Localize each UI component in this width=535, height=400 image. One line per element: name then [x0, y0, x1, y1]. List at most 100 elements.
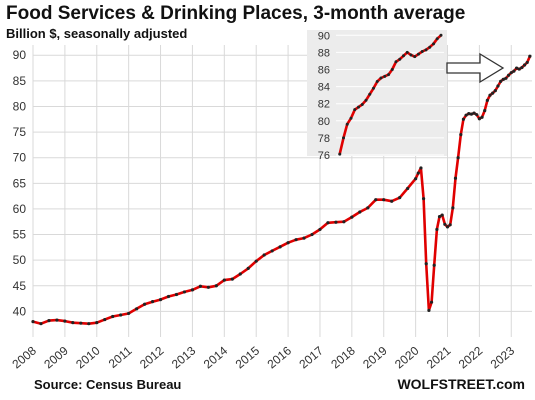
data-point — [469, 112, 474, 116]
x-tick-label: 2009 — [41, 343, 71, 371]
y-tick-label: 85 — [13, 74, 27, 88]
x-tick-label: 2019 — [360, 343, 390, 371]
data-point — [488, 93, 492, 97]
source-note: Source: Census Bureau — [34, 377, 181, 392]
data-point — [278, 245, 282, 249]
data-point — [119, 313, 123, 317]
y-tick-label: 60 — [13, 202, 27, 216]
data-point — [158, 298, 163, 302]
data-point — [374, 198, 378, 202]
arrow-icon — [446, 52, 505, 84]
chart-title: Food Services & Drinking Places, 3-month… — [6, 3, 465, 24]
inset-series-line — [338, 33, 443, 156]
data-point — [326, 221, 330, 225]
data-point — [135, 307, 139, 311]
data-point — [174, 292, 179, 297]
x-tick-label: 2012 — [137, 343, 167, 371]
inset-data-point — [379, 76, 383, 80]
data-point — [230, 277, 234, 281]
data-point — [55, 318, 59, 322]
inset-data-point — [338, 152, 342, 156]
data-point — [467, 112, 471, 116]
data-point — [334, 220, 338, 224]
inset-data-point — [390, 67, 394, 71]
data-point — [448, 223, 452, 227]
gridlines — [32, 45, 532, 337]
inset-tick-label: 80 — [318, 116, 330, 128]
y-tick-label: 50 — [13, 253, 27, 267]
inset-data-point — [413, 55, 417, 59]
data-point — [480, 115, 484, 119]
data-point — [214, 284, 218, 288]
data-point — [103, 317, 107, 322]
data-point — [517, 67, 521, 71]
data-point — [522, 63, 527, 67]
data-point — [496, 84, 500, 88]
inset-tick-label: 88 — [318, 47, 330, 59]
data-point — [390, 199, 394, 203]
inset-data-point — [394, 60, 398, 64]
data-point — [504, 76, 508, 80]
data-point — [520, 65, 524, 70]
inset-tick-label: 82 — [318, 99, 330, 111]
inset-data-point — [432, 42, 436, 46]
data-point — [350, 215, 354, 219]
x-axis-ticks: 2008 2009 2010 2011 2012 2013 2014 2015 2016 2017… — [9, 343, 517, 371]
data-point — [79, 321, 83, 325]
data-point — [39, 322, 43, 326]
data-point — [366, 206, 370, 210]
data-point — [512, 69, 516, 73]
data-point — [182, 290, 187, 294]
x-tick-label: 2015 — [233, 343, 263, 371]
inset-data-point — [435, 37, 439, 41]
data-point — [419, 166, 423, 170]
data-point — [427, 308, 431, 312]
data-point — [435, 227, 439, 232]
y-tick-label: 90 — [13, 48, 27, 62]
inset-data-point — [349, 116, 353, 120]
inset-data-point — [428, 45, 432, 49]
data-point — [416, 171, 420, 175]
x-tick-label: 2021 — [424, 343, 454, 371]
data-point — [461, 117, 466, 121]
x-tick-label: 2013 — [169, 343, 199, 371]
x-tick-label: 2017 — [296, 343, 326, 371]
data-point — [270, 249, 274, 253]
inset-data-point — [424, 48, 428, 52]
inset-data-point — [360, 103, 364, 107]
inset-data-point — [371, 86, 375, 90]
x-tick-label: 2022 — [456, 343, 486, 371]
data-point — [525, 60, 529, 65]
inset-data-point — [375, 79, 379, 83]
data-point — [398, 196, 402, 200]
data-point — [472, 111, 476, 115]
x-tick-label: 2023 — [488, 343, 518, 371]
data-point — [445, 225, 450, 229]
data-point — [509, 71, 513, 75]
data-point — [342, 220, 346, 224]
data-point — [514, 66, 519, 70]
data-point — [440, 213, 444, 217]
data-point — [477, 117, 481, 121]
data-point — [437, 215, 442, 219]
inset-data-point — [342, 136, 346, 140]
data-point — [453, 176, 458, 180]
data-point — [451, 206, 455, 210]
data-point — [262, 253, 266, 257]
data-point — [254, 259, 258, 263]
data-point — [206, 285, 210, 289]
x-tick-label: 2020 — [392, 343, 422, 371]
brand-label: WOLFSTREET.com — [397, 376, 525, 392]
y-tick-label: 45 — [13, 279, 27, 293]
data-point — [358, 210, 362, 214]
inset-data-point — [353, 108, 357, 112]
y-axis-ticks: 40 45 50 55 60 65 70 75 80 85 90 — [13, 48, 27, 318]
y-tick-label: 55 — [13, 228, 27, 242]
data-point — [302, 236, 306, 240]
inset-data-point — [439, 33, 443, 37]
main-series — [31, 54, 532, 326]
data-point — [382, 198, 386, 202]
data-point — [507, 73, 511, 77]
data-point — [310, 232, 314, 237]
